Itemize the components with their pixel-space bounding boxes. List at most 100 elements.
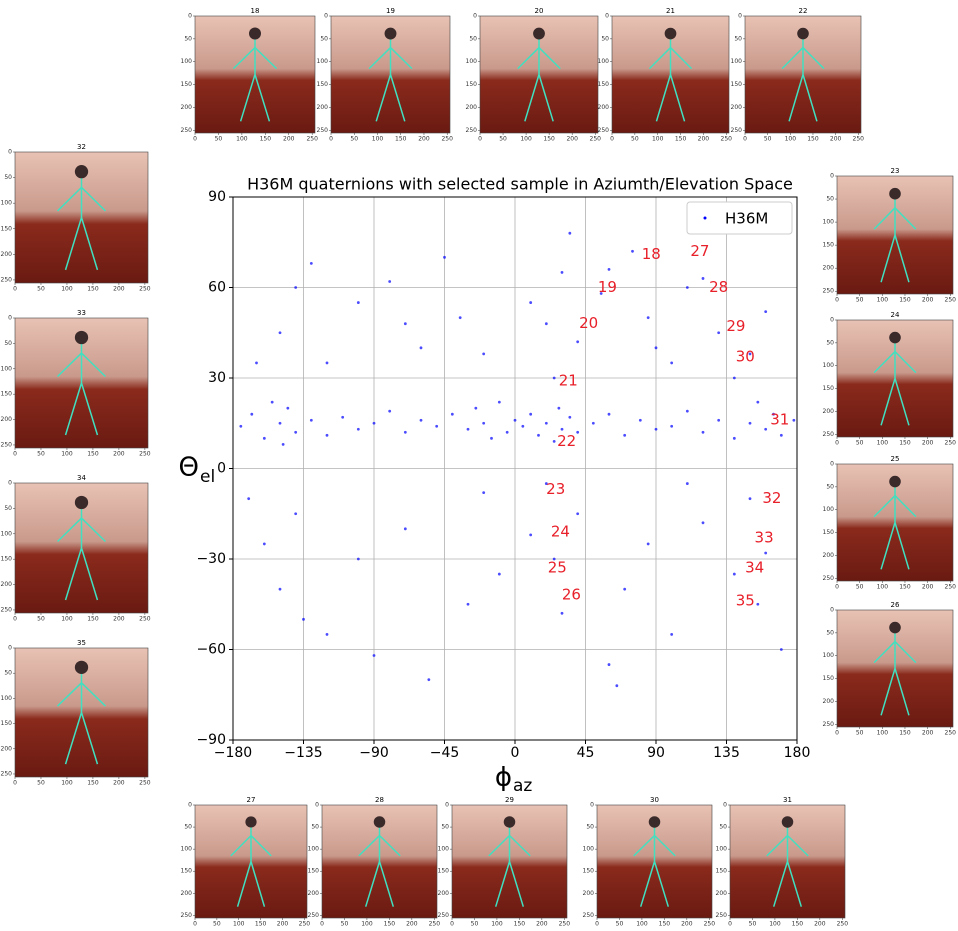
thumb-x-tick-label: 200 (277, 921, 289, 928)
x-tick-label: 180 (784, 745, 811, 761)
point (623, 587, 627, 591)
thumbnail-title: 32 (77, 143, 86, 151)
thumb-y-tick-label: 50 (826, 483, 834, 490)
thumbnail-title: 29 (505, 796, 514, 804)
thumb-y-tick-label: 100 (823, 362, 835, 369)
thumb-x-tick-label: 100 (785, 136, 797, 143)
point (591, 421, 595, 425)
thumb-x-tick-label: 150 (514, 921, 526, 928)
thumb-x-tick-label: 50 (37, 451, 45, 458)
point (552, 376, 556, 380)
thumb-y-tick-label: 150 (823, 675, 835, 682)
thumb-y-tick-label: 50 (4, 505, 12, 512)
thumb-x-tick-label: 250 (139, 780, 151, 787)
y-tick-label: 30 (208, 370, 226, 386)
x-tick-label: −135 (284, 745, 322, 761)
thumb-x-tick-label: 150 (255, 921, 267, 928)
thumb-x-tick-label: 150 (87, 286, 99, 293)
point (748, 497, 752, 501)
thumb-y-tick-label: 200 (466, 104, 478, 111)
thumb-x-tick-label: 200 (113, 780, 125, 787)
thumb-y-tick-label: 0 (8, 480, 12, 487)
annotation: 19 (598, 278, 617, 296)
thumb-y-tick-label: 200 (181, 104, 193, 111)
thumb-y-tick-label: 100 (1, 365, 13, 372)
thumb-x-tick-label: 200 (113, 616, 125, 623)
thumb-x-tick-label: 0 (728, 921, 732, 928)
annotation: 26 (562, 586, 581, 604)
thumbnail-title: 28 (375, 796, 384, 804)
thumb-x-tick-label: 150 (899, 584, 911, 591)
thumbnail: 28 0 0 50 50 100 100 150 150 200 200 250 250 (308, 796, 441, 928)
point (372, 654, 376, 657)
thumb-y-tick-label: 150 (1, 225, 13, 232)
thumb-x-tick-label: 200 (566, 136, 578, 143)
thumb-y-tick-label: 50 (441, 824, 449, 831)
thumb-x-tick-label: 200 (830, 136, 842, 143)
thumb-y-tick-label: 150 (1, 391, 13, 398)
thumbnail: 24 0 0 50 50 100 100 150 150 200 200 250 250 (823, 311, 957, 447)
thumb-y-tick-label: 100 (1, 530, 13, 537)
thumb-y-tick-label: 250 (317, 127, 329, 134)
point (654, 427, 658, 431)
thumb-y-tick-label: 200 (317, 104, 329, 111)
legend-box (686, 201, 793, 235)
y-tick-label: 0 (217, 461, 226, 477)
point (685, 409, 689, 413)
thumb-x-tick-label: 150 (899, 440, 911, 447)
thumb-x-tick-label: 100 (233, 921, 245, 928)
thumb-y-tick-label: 0 (8, 149, 12, 156)
point (701, 521, 705, 525)
thumb-y-tick-label: 0 (830, 607, 834, 614)
point (717, 418, 721, 422)
x-tick-label: −90 (359, 745, 389, 761)
thumb-x-tick-label: 100 (236, 136, 248, 143)
thumb-x-tick-label: 50 (215, 136, 223, 143)
thumb-x-tick-label: 250 (429, 921, 441, 928)
skeleton (57, 171, 106, 271)
thumbnail-title: 24 (891, 311, 900, 319)
thumb-y-tick-label: 50 (184, 35, 192, 42)
thumb-x-tick-label: 150 (260, 136, 272, 143)
thumb-x-tick-label: 250 (139, 286, 151, 293)
thumb-x-tick-label: 50 (749, 921, 757, 928)
thumb-x-tick-label: 50 (764, 136, 772, 143)
thumb-y-tick-label: 250 (438, 912, 450, 919)
point (670, 633, 674, 636)
plot-frame (232, 196, 798, 741)
thumb-x-tick-label: 0 (595, 921, 599, 928)
x-tick-label: 45 (577, 745, 595, 761)
x-axis-label: ϕ az (495, 763, 533, 797)
thumb-y-tick-label: 200 (1, 745, 13, 752)
thumb-y-tick-label: 0 (605, 13, 609, 20)
thumb-x-tick-label: 150 (87, 451, 99, 458)
y-tick-label: −90 (196, 732, 226, 748)
thumb-x-tick-label: 250 (306, 136, 318, 143)
point (356, 301, 360, 304)
thumb-y-tick-label: 0 (723, 802, 727, 809)
point (568, 415, 572, 419)
skeleton-head (245, 816, 257, 828)
point (466, 427, 470, 431)
thumb-y-tick-label: 100 (731, 58, 743, 65)
series (239, 231, 796, 688)
thumb-y-tick-label: 100 (1, 695, 13, 702)
thumb-y-tick-label: 100 (1, 200, 13, 207)
thumb-x-tick-label: 0 (835, 730, 839, 737)
y-axis-label: Θ el (179, 453, 216, 488)
annotation: 31 (770, 411, 789, 429)
thumb-x-tick-label: 150 (792, 921, 804, 928)
point (560, 271, 564, 274)
thumb-x-tick-label: 250 (299, 921, 311, 928)
thumb-x-tick-label: 200 (406, 921, 418, 928)
point (294, 430, 298, 434)
point (286, 406, 290, 410)
point (278, 421, 282, 425)
thumb-x-tick-label: 100 (61, 616, 73, 623)
point (278, 587, 282, 591)
point (701, 430, 705, 434)
thumb-x-tick-label: 0 (13, 451, 17, 458)
point (552, 557, 556, 561)
skeleton (766, 821, 809, 907)
annotation: 20 (579, 314, 598, 332)
